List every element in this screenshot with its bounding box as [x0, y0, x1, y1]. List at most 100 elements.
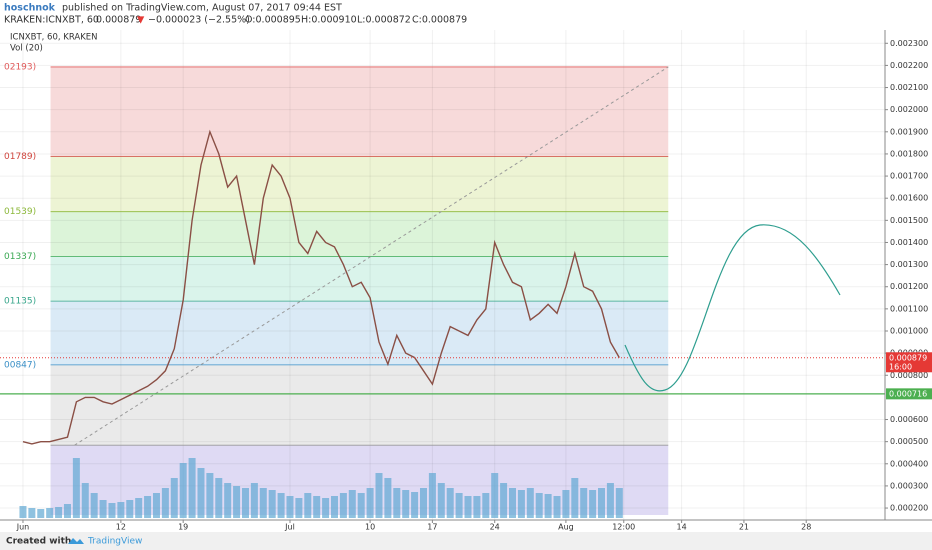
volume-bar — [482, 493, 490, 518]
x-tick-label: 14 — [677, 523, 687, 532]
y-tick-label: 0.001300 — [890, 260, 928, 269]
low: L:0.000872 — [357, 15, 411, 26]
y-tick-label: 0.000500 — [890, 437, 928, 446]
volume-bar — [339, 493, 347, 518]
fib-band — [50, 256, 669, 302]
volume-bar — [99, 500, 107, 518]
volume-bar — [589, 490, 597, 518]
volume-bar — [117, 502, 125, 518]
volume-bar — [126, 500, 134, 518]
x-tick-label: 24 — [490, 523, 500, 532]
volume-bar — [402, 490, 410, 518]
volume-bar — [170, 478, 178, 518]
volume-bar — [526, 488, 534, 518]
y-tick-label: 0.002200 — [890, 61, 928, 70]
y-tick-label: 0.000300 — [890, 481, 928, 490]
close: C:0.000879 — [412, 15, 467, 26]
fib-label: 01789) — [4, 152, 36, 162]
volume-bar — [304, 493, 312, 518]
fib-band — [50, 211, 669, 257]
volume-bar — [473, 496, 481, 518]
volume-bar — [268, 490, 276, 518]
y-tick-label: 0.001700 — [890, 172, 928, 181]
y-tick-label: 0.000600 — [890, 415, 928, 424]
volume-bar — [571, 478, 579, 518]
high: H:0.000910 — [301, 15, 357, 26]
volume-bar — [224, 483, 232, 518]
price-line — [22, 129, 620, 445]
y-tick-label: 0.002000 — [890, 105, 928, 114]
volume-bar — [491, 473, 499, 518]
volume-bar — [197, 468, 205, 518]
volume-bar — [188, 458, 196, 518]
volume-bar — [375, 473, 383, 518]
volume-bar — [437, 483, 445, 518]
volume-bar — [357, 493, 365, 518]
footer-created: Created with — [6, 537, 71, 547]
fib-band — [50, 66, 669, 157]
fib-label: 02193) — [4, 62, 36, 72]
x-tick-label: Jul — [284, 523, 295, 532]
y-tick-label: 0.001400 — [890, 238, 928, 247]
x-tick-label: Aug — [558, 523, 574, 532]
volume-bar — [63, 504, 71, 518]
countdown-label: 16:00 — [889, 362, 912, 371]
volume-bar — [615, 488, 623, 518]
volume-bar — [286, 496, 294, 518]
x-tick-label: 19 — [178, 523, 188, 532]
x-tick-label: 12 — [116, 523, 126, 532]
volume-bar — [90, 493, 98, 518]
x-tick-label: 12:00 — [612, 523, 635, 532]
y-tick-label: 0.001600 — [890, 194, 928, 203]
volume-bar — [28, 508, 36, 518]
volume-bar — [455, 493, 463, 518]
legend-entry: Vol (20) — [10, 44, 43, 54]
fib-label: 01135) — [4, 297, 36, 307]
volume-bar — [330, 496, 338, 518]
volume-bar — [428, 473, 436, 518]
x-tick-label: 21 — [739, 523, 749, 532]
volume-bar — [393, 488, 401, 518]
y-tick-label: 0.000200 — [890, 504, 928, 513]
volume-bar — [55, 507, 63, 518]
x-tick-label: 17 — [427, 523, 437, 532]
volume-bar — [46, 508, 54, 518]
volume-bar — [544, 494, 552, 518]
projection-drawing — [624, 224, 841, 392]
footer-brand[interactable]: TradingView — [87, 537, 142, 547]
volume-bar — [606, 483, 614, 518]
volume-bar — [259, 488, 267, 518]
volume-bar — [562, 490, 570, 518]
volume-bar — [598, 488, 606, 518]
fib-label: 00847) — [4, 360, 36, 370]
volume-bar — [419, 488, 427, 518]
volume-bar — [411, 492, 419, 518]
arrow: ▼ — [137, 15, 145, 26]
volume-bar — [37, 509, 45, 518]
fib-band — [50, 301, 669, 365]
y-tick-label: 0.002100 — [890, 83, 928, 92]
volume-bar — [366, 488, 374, 518]
y-tick-label: 0.001000 — [890, 326, 928, 335]
y-tick-label: 0.001200 — [890, 282, 928, 291]
legend-entry: ICNXBT, 60, KRAKEN — [10, 33, 98, 43]
volume-bar — [500, 483, 508, 518]
x-tick-label: 28 — [801, 523, 811, 532]
x-tick-label: 10 — [365, 523, 375, 532]
footer-bg — [0, 532, 932, 550]
volume-bar — [313, 496, 321, 518]
volume-bar — [179, 463, 187, 518]
volume-bar — [277, 493, 285, 518]
author[interactable]: hoschnok — [4, 3, 56, 14]
y-tick-label: 0.000800 — [890, 371, 928, 380]
volume-bar — [206, 473, 214, 518]
y-tick-label: 0.001900 — [890, 127, 928, 136]
volume-bar — [215, 478, 223, 518]
y-tick-label: 0.002300 — [890, 39, 928, 48]
volume-bar — [517, 490, 525, 518]
volume-bar — [250, 483, 258, 518]
support-label: 0.000716 — [889, 389, 927, 398]
y-tick-label: 0.000400 — [890, 459, 928, 468]
volume-bar — [233, 486, 241, 518]
